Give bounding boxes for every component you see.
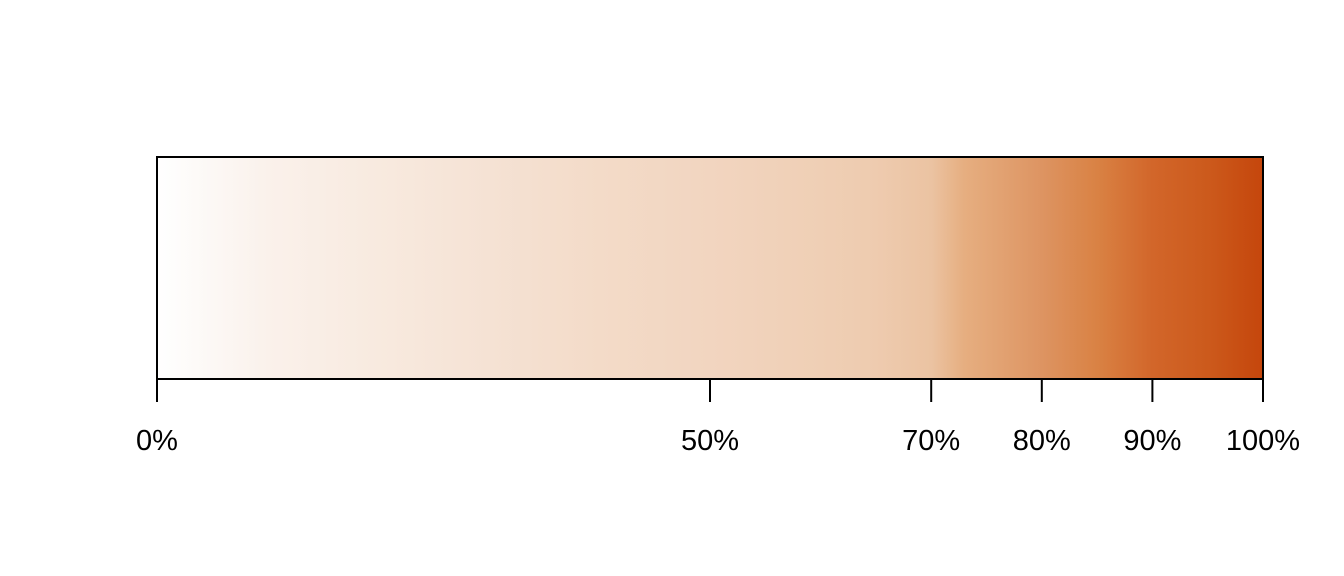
tick-label: 80% bbox=[1013, 425, 1071, 457]
tick-label: 90% bbox=[1123, 425, 1181, 457]
tick-label: 50% bbox=[681, 425, 739, 457]
colorbar-axis: 0% 50% 70% 80% 90% 100% bbox=[136, 378, 1300, 457]
tick-label: 70% bbox=[902, 425, 960, 457]
tick-label: 0% bbox=[136, 425, 178, 457]
colorbar-gradient-fill bbox=[157, 157, 1263, 379]
tick-label: 100% bbox=[1226, 425, 1300, 457]
